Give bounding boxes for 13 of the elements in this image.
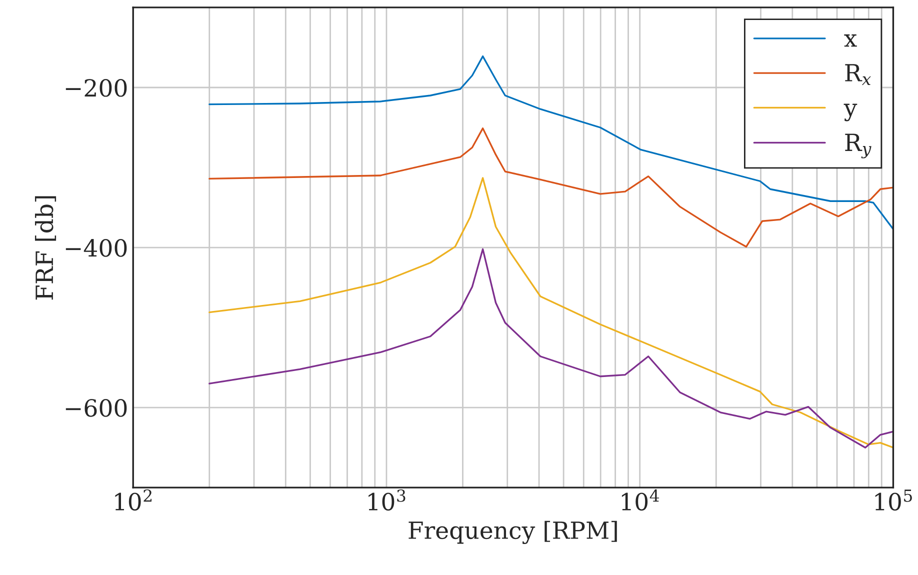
legend-label: R$_{y}$ [845, 134, 872, 158]
x-tick-label: 10$^{5}$ [875, 490, 912, 511]
x-tick-label: 10$^{4}$ [622, 489, 660, 511]
y-tick-label: −400 [66, 238, 127, 257]
x-tick-label: 10$^{3}$ [368, 489, 406, 511]
x-axis-title: Frequency [RPM] [408, 520, 617, 544]
x-tick-label: 10$^{2}$ [115, 489, 152, 511]
y-tick-label: −200 [66, 78, 127, 97]
y-tick-label: −600 [66, 399, 127, 417]
legend-label: x [844, 34, 857, 47]
y-axis-title: FRF [db] [34, 196, 56, 300]
legend-label: R$_{x}$ [845, 64, 871, 85]
legend-label: y [844, 104, 858, 122]
